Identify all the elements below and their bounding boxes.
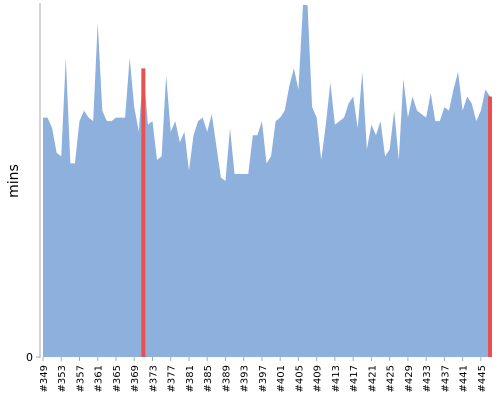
x-tick-label: #369 [130,365,141,392]
x-tick-label: #405 [294,365,305,392]
x-tick-label: #365 [112,365,123,392]
x-tick-label: #361 [94,365,105,392]
x-tick-label: #437 [440,365,451,392]
x-tick-label: #445 [477,365,488,392]
x-tick-label: #417 [349,365,360,392]
x-tick-label: #389 [221,365,232,392]
y-axis-label: mins [6,164,22,198]
highlight-bar [141,68,146,358]
x-tick-label: #429 [404,365,415,392]
x-tick-label: #409 [313,365,324,392]
x-tick-label: #349 [39,365,50,392]
x-tick-label: #397 [258,365,269,392]
x-tick-label: #433 [422,365,433,392]
x-tick-label: #401 [276,365,287,392]
x-tick-label: #421 [367,365,378,392]
x-tick-label: #413 [331,365,342,392]
x-tick-label: #393 [240,365,251,392]
x-tick-label: #441 [459,365,470,392]
area [43,5,490,357]
x-tick-label: #381 [185,365,196,392]
x-tick-label: #373 [148,365,159,392]
x-tick-label: #353 [57,365,68,392]
x-tick-label: #425 [386,365,397,392]
x-tick-label: #357 [75,365,86,392]
y-tick-label: 0 [26,351,33,364]
highlight-bar [488,96,492,358]
x-tick-label: #377 [167,365,178,392]
x-tick-label: #385 [203,365,214,392]
